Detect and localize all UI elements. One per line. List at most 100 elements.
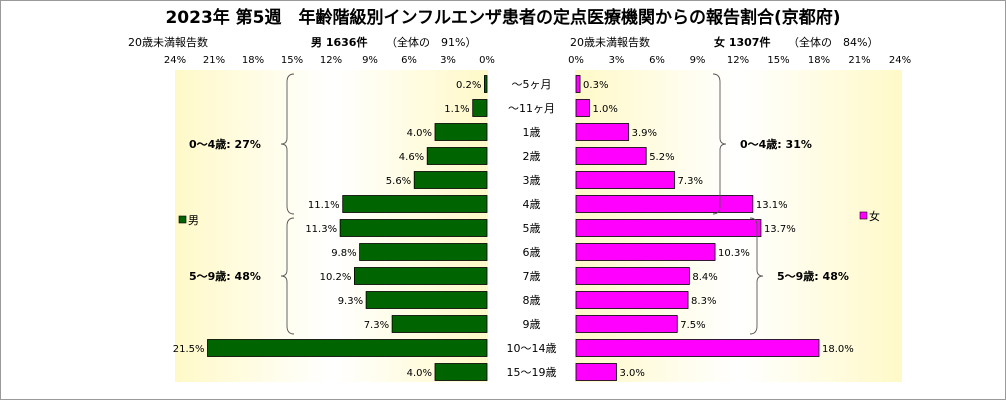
- male-tick-label: 0%: [479, 55, 495, 66]
- female-value-label: 5.2%: [649, 152, 674, 163]
- male-tick-label: 24%: [164, 55, 186, 66]
- female-tick-label: 24%: [889, 55, 911, 66]
- male-tick-label: 6%: [401, 55, 417, 66]
- female-bar: [575, 339, 820, 357]
- female-tick-label: 6%: [649, 55, 665, 66]
- age-category-label: ～5ヶ月: [512, 78, 552, 91]
- female-value-label: 3.9%: [632, 128, 657, 139]
- male-bar: [339, 219, 488, 237]
- male-tick-label: 18%: [242, 55, 264, 66]
- female-tick-label: 3%: [609, 55, 625, 66]
- male-bar: [426, 147, 488, 165]
- male-header-label: 20歳未満報告数: [128, 36, 208, 49]
- female-bar: [575, 363, 617, 381]
- age-category-label: 15～19歳: [507, 366, 557, 379]
- male-value-label: 4.0%: [407, 368, 432, 379]
- male-bar: [353, 267, 488, 285]
- female-group-brace: [749, 217, 764, 335]
- female-bar: [575, 291, 689, 309]
- male-bar: [391, 315, 488, 333]
- female-bar: [575, 99, 590, 117]
- female-value-label: 10.3%: [718, 248, 750, 259]
- male-value-label: 0.2%: [456, 80, 481, 91]
- female-bar: [575, 243, 716, 261]
- age-category-label: 1歳: [523, 126, 541, 139]
- legend-male-label: 男: [188, 214, 199, 227]
- female-tick-label: 18%: [808, 55, 830, 66]
- male-tick-label: 12%: [320, 55, 342, 66]
- age-category-label: 2歳: [523, 150, 541, 163]
- male-group-label: 5～9歳: 48%: [189, 269, 261, 283]
- male-value-label: 9.8%: [331, 248, 356, 259]
- female-value-label: 13.7%: [764, 224, 796, 235]
- female-tick-label: 0%: [568, 55, 584, 66]
- female-bar: [575, 147, 647, 165]
- male-bar: [365, 291, 488, 309]
- male-bar: [434, 123, 488, 141]
- female-axis-ticks: 0% 3% 6% 9% 12% 15% 18% 21% 24%: [568, 55, 911, 66]
- female-tick-label: 12%: [727, 55, 749, 66]
- female-group-brace: [712, 73, 727, 215]
- female-group-label: 0～4歳: 31%: [740, 137, 812, 151]
- male-value-label: 10.2%: [320, 272, 352, 283]
- male-tick-label: 21%: [203, 55, 225, 66]
- age-group-annotations: 0～4歳: 27% 5～9歳: 48% 0～4歳: 31% 5～9歳: 48%: [189, 73, 849, 335]
- male-header-total: （全体の 91%）: [386, 35, 476, 49]
- male-value-label: 7.3%: [364, 320, 389, 331]
- female-value-label: 13.1%: [756, 200, 788, 211]
- female-bar: [575, 123, 630, 141]
- male-bar: [342, 195, 488, 213]
- legend-male-swatch: [178, 215, 187, 224]
- male-tick-label: 3%: [440, 55, 456, 66]
- male-group-brace: [280, 73, 295, 215]
- male-group-brace: [280, 217, 295, 335]
- female-bar: [575, 75, 581, 93]
- female-value-label: 8.3%: [691, 296, 716, 307]
- female-value-label: 18.0%: [822, 344, 854, 355]
- male-value-label: 4.6%: [399, 152, 424, 163]
- male-tick-label: 9%: [362, 55, 378, 66]
- male-value-label: 11.3%: [305, 224, 337, 235]
- female-value-label: 8.4%: [692, 272, 717, 283]
- age-category-label: ～11ヶ月: [508, 102, 555, 115]
- female-bar: [575, 315, 678, 333]
- male-tick-label: 15%: [281, 55, 303, 66]
- age-category-label: 3歳: [523, 174, 541, 187]
- female-header-count: 女 1307件: [714, 35, 770, 49]
- female-tick-label: 21%: [848, 55, 870, 66]
- age-category-label: 6歳: [523, 246, 541, 259]
- male-bar: [434, 363, 488, 381]
- female-value-label: 7.3%: [678, 176, 703, 187]
- female-value-label: 3.0%: [620, 368, 645, 379]
- female-value-label: 1.0%: [593, 104, 618, 115]
- male-bar: [359, 243, 488, 261]
- age-category-label: 7歳: [523, 270, 541, 283]
- age-category-label: 4歳: [523, 198, 541, 211]
- female-bar: [575, 171, 675, 189]
- male-value-label: 5.6%: [386, 176, 411, 187]
- male-value-label: 21.5%: [173, 344, 205, 355]
- legend-female-label: 女: [869, 209, 880, 223]
- bars-layer: 0.2% 0.3% 1.1% 1.0% 4.0% 3.9% 4.6% 5.2% 5.6% 7.3%…: [173, 75, 854, 381]
- male-bar: [472, 99, 488, 117]
- female-header-total: （全体の 84%）: [788, 35, 878, 49]
- female-bar: [575, 219, 762, 237]
- category-labels: ～5ヶ月 ～11ヶ月 1歳 2歳 3歳 4歳 5歳 6歳 7歳 8歳 9歳 10～14歳 15～19歳: [507, 78, 557, 379]
- female-tick-label: 15%: [767, 55, 789, 66]
- male-value-label: 9.3%: [338, 296, 363, 307]
- male-bar: [207, 339, 488, 357]
- male-axis-ticks: 24% 21% 18% 15% 12% 9% 6% 3% 0%: [164, 55, 495, 66]
- male-value-label: 4.0%: [407, 128, 432, 139]
- age-category-label: 10～14歳: [507, 342, 557, 355]
- chart-title: 2023年 第5週 年齢階級別インフルエンザ患者の定点医療機関からの報告割合(京…: [165, 7, 840, 28]
- female-group-label: 5～9歳: 48%: [777, 269, 849, 283]
- female-header-label: 20歳未満報告数: [570, 36, 650, 49]
- female-value-label: 7.5%: [680, 320, 705, 331]
- male-value-label: 11.1%: [308, 200, 340, 211]
- legend-female-swatch: [859, 211, 868, 220]
- age-category-label: 9歳: [523, 318, 541, 331]
- female-bar: [575, 195, 754, 213]
- female-bar: [575, 267, 690, 285]
- male-header-count: 男 1636件: [311, 35, 367, 49]
